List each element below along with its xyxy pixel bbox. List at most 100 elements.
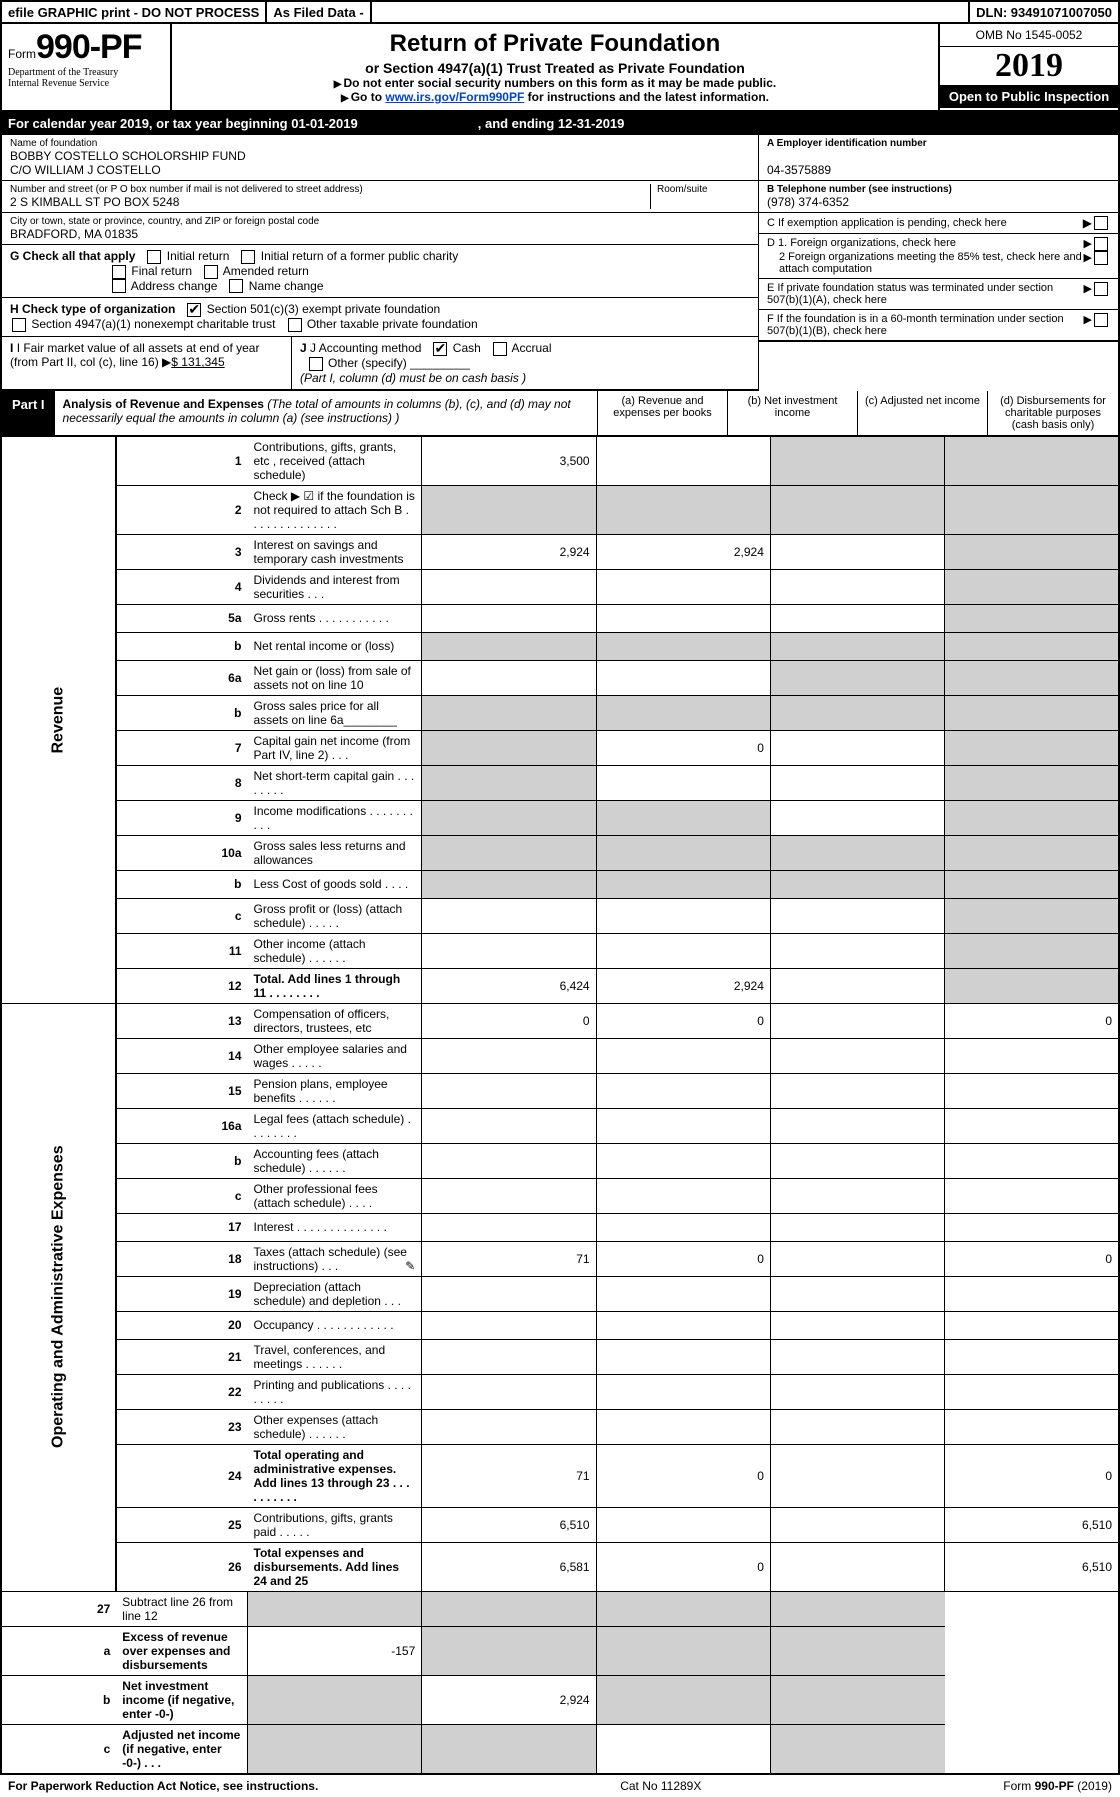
revenue-expense-table: Revenue1Contributions, gifts, grants, et… <box>0 437 1120 1775</box>
table-row: 4Dividends and interest from securities … <box>1 569 1119 604</box>
form-header: Form990-PF Department of the Treasury In… <box>0 24 1120 112</box>
omb-number: OMB No 1545-0052 <box>940 24 1118 47</box>
table-row: 6aNet gain or (loss) from sale of assets… <box>1 660 1119 695</box>
table-row: Operating and Administrative Expenses13C… <box>1 1003 1119 1038</box>
d1-label: D 1. Foreign organizations, check here <box>767 237 1084 251</box>
table-row: bNet rental income or (loss) <box>1 632 1119 660</box>
top-bar: efile GRAPHIC print - DO NOT PROCESS As … <box>0 0 1120 24</box>
table-row: 14Other employee salaries and wages . . … <box>1 1038 1119 1073</box>
table-row: Revenue1Contributions, gifts, grants, et… <box>1 437 1119 486</box>
chk-address[interactable] <box>112 279 126 293</box>
care-of: C/O WILLIAM J COSTELLO <box>10 163 750 177</box>
g-label: G Check all that apply <box>10 249 135 263</box>
cat-no: Cat No 11289X <box>620 1779 701 1793</box>
table-row: bAccounting fees (attach schedule) . . .… <box>1 1143 1119 1178</box>
table-row: 3Interest on savings and temporary cash … <box>1 534 1119 569</box>
org-info: Name of foundation BOBBY COSTELLO SCHOLO… <box>0 135 1120 391</box>
phone: (978) 374-6352 <box>767 195 1110 209</box>
table-row: 10aGross sales less returns and allowanc… <box>1 835 1119 870</box>
table-row: cGross profit or (loss) (attach schedule… <box>1 898 1119 933</box>
table-row: 15Pension plans, employee benefits . . .… <box>1 1073 1119 1108</box>
chk-85pct[interactable] <box>1094 251 1108 265</box>
chk-4947[interactable] <box>12 318 26 332</box>
form-number: 990-PF <box>36 28 142 66</box>
table-row: 16aLegal fees (attach schedule) . . . . … <box>1 1108 1119 1143</box>
chk-terminated[interactable] <box>1094 282 1108 296</box>
ssn-note: Do not enter social security numbers on … <box>178 76 932 90</box>
chk-other-taxable[interactable] <box>288 318 302 332</box>
form-title: Return of Private Foundation <box>178 30 932 58</box>
city-state-zip: BRADFORD, MA 01835 <box>10 227 750 241</box>
d2-label: 2 Foreign organizations meeting the 85% … <box>779 251 1084 275</box>
chk-501c3[interactable] <box>187 303 201 317</box>
table-row: cOther professional fees (attach schedul… <box>1 1178 1119 1213</box>
chk-name[interactable] <box>229 279 243 293</box>
col-b-hdr: (b) Net investment income <box>728 391 858 435</box>
chk-final[interactable] <box>112 265 126 279</box>
chk-cash[interactable] <box>433 342 447 356</box>
j-label: J Accounting method <box>310 341 421 355</box>
h-label: H Check type of organization <box>10 302 175 316</box>
calendar-year-row: For calendar year 2019, or tax year begi… <box>0 112 1120 135</box>
table-row: bNet investment income (if negative, ent… <box>1 1675 1119 1724</box>
table-row: 18Taxes (attach schedule) (see instructi… <box>1 1241 1119 1276</box>
col-a-hdr: (a) Revenue and expenses per books <box>598 391 728 435</box>
part1-header: Part I Analysis of Revenue and Expenses … <box>0 391 1120 437</box>
dln: DLN: 93491071007050 <box>970 2 1118 22</box>
form-subtitle: or Section 4947(a)(1) Trust Treated as P… <box>178 60 932 76</box>
chk-initial-former[interactable] <box>241 250 255 264</box>
table-row: 27Subtract line 26 from line 12 <box>1 1591 1119 1626</box>
j-note: (Part I, column (d) must be on cash basi… <box>300 371 526 385</box>
efile-notice: efile GRAPHIC print - DO NOT PROCESS <box>2 2 267 22</box>
table-row: 5aGross rents . . . . . . . . . . . <box>1 604 1119 632</box>
chk-foreign[interactable] <box>1094 237 1108 251</box>
side-label: Revenue <box>1 437 116 1004</box>
table-row: bLess Cost of goods sold . . . . <box>1 870 1119 898</box>
table-row: 19Depreciation (attach schedule) and dep… <box>1 1276 1119 1311</box>
chk-other-method[interactable] <box>309 357 323 371</box>
room-label: Room/suite <box>657 184 750 195</box>
chk-amended[interactable] <box>204 265 218 279</box>
col-d-hdr: (d) Disbursements for charitable purpose… <box>988 391 1118 435</box>
dept-treasury: Department of the Treasury <box>8 67 164 78</box>
table-row: bGross sales price for all assets on lin… <box>1 695 1119 730</box>
table-row: 25Contributions, gifts, grants paid . . … <box>1 1507 1119 1542</box>
table-row: 26Total expenses and disbursements. Add … <box>1 1542 1119 1591</box>
as-filed: As Filed Data - <box>267 2 371 22</box>
fmv-value: $ 131,345 <box>171 355 224 369</box>
table-row: 24Total operating and administrative exp… <box>1 1444 1119 1507</box>
page-footer: For Paperwork Reduction Act Notice, see … <box>0 1775 1120 1797</box>
chk-accrual[interactable] <box>493 342 507 356</box>
table-row: 7Capital gain net income (from Part IV, … <box>1 730 1119 765</box>
ein: 04-3575889 <box>767 163 1110 177</box>
part1-label: Part I <box>2 391 55 435</box>
table-row: 22Printing and publications . . . . . . … <box>1 1374 1119 1409</box>
table-row: aExcess of revenue over expenses and dis… <box>1 1626 1119 1675</box>
chk-exemption-pending[interactable] <box>1094 216 1108 230</box>
f-label: F If the foundation is in a 60-month ter… <box>767 313 1084 337</box>
table-row: cAdjusted net income (if negative, enter… <box>1 1724 1119 1774</box>
table-row: 20Occupancy . . . . . . . . . . . . <box>1 1311 1119 1339</box>
form-prefix: Form <box>8 47 36 61</box>
e-label: E If private foundation status was termi… <box>767 282 1084 306</box>
addr-label: Number and street (or P O box number if … <box>10 184 650 195</box>
name-label: Name of foundation <box>10 138 750 149</box>
irs-link[interactable]: www.irs.gov/Form990PF <box>385 90 524 104</box>
table-row: 9Income modifications . . . . . . . . . … <box>1 800 1119 835</box>
table-row: 21Travel, conferences, and meetings . . … <box>1 1339 1119 1374</box>
phone-label: B Telephone number (see instructions) <box>767 184 1110 195</box>
foundation-name: BOBBY COSTELLO SCHOLORSHIP FUND <box>10 149 750 163</box>
table-row: 17Interest . . . . . . . . . . . . . . <box>1 1213 1119 1241</box>
open-inspection: Open to Public Inspection <box>940 85 1118 108</box>
tax-year: 2019 <box>940 47 1118 85</box>
chk-initial[interactable] <box>147 250 161 264</box>
street-address: 2 S KIMBALL ST PO BOX 5248 <box>10 195 650 209</box>
side-label: Operating and Administrative Expenses <box>1 1003 116 1591</box>
form-footer: Form 990-PF (2019) <box>1003 1779 1112 1793</box>
c-label: C If exemption application is pending, c… <box>767 217 1083 229</box>
chk-60month[interactable] <box>1094 313 1108 327</box>
paperwork-notice: For Paperwork Reduction Act Notice, see … <box>8 1779 318 1793</box>
dept-irs: Internal Revenue Service <box>8 78 164 89</box>
table-row: 8Net short-term capital gain . . . . . .… <box>1 765 1119 800</box>
table-row: 23Other expenses (attach schedule) . . .… <box>1 1409 1119 1444</box>
